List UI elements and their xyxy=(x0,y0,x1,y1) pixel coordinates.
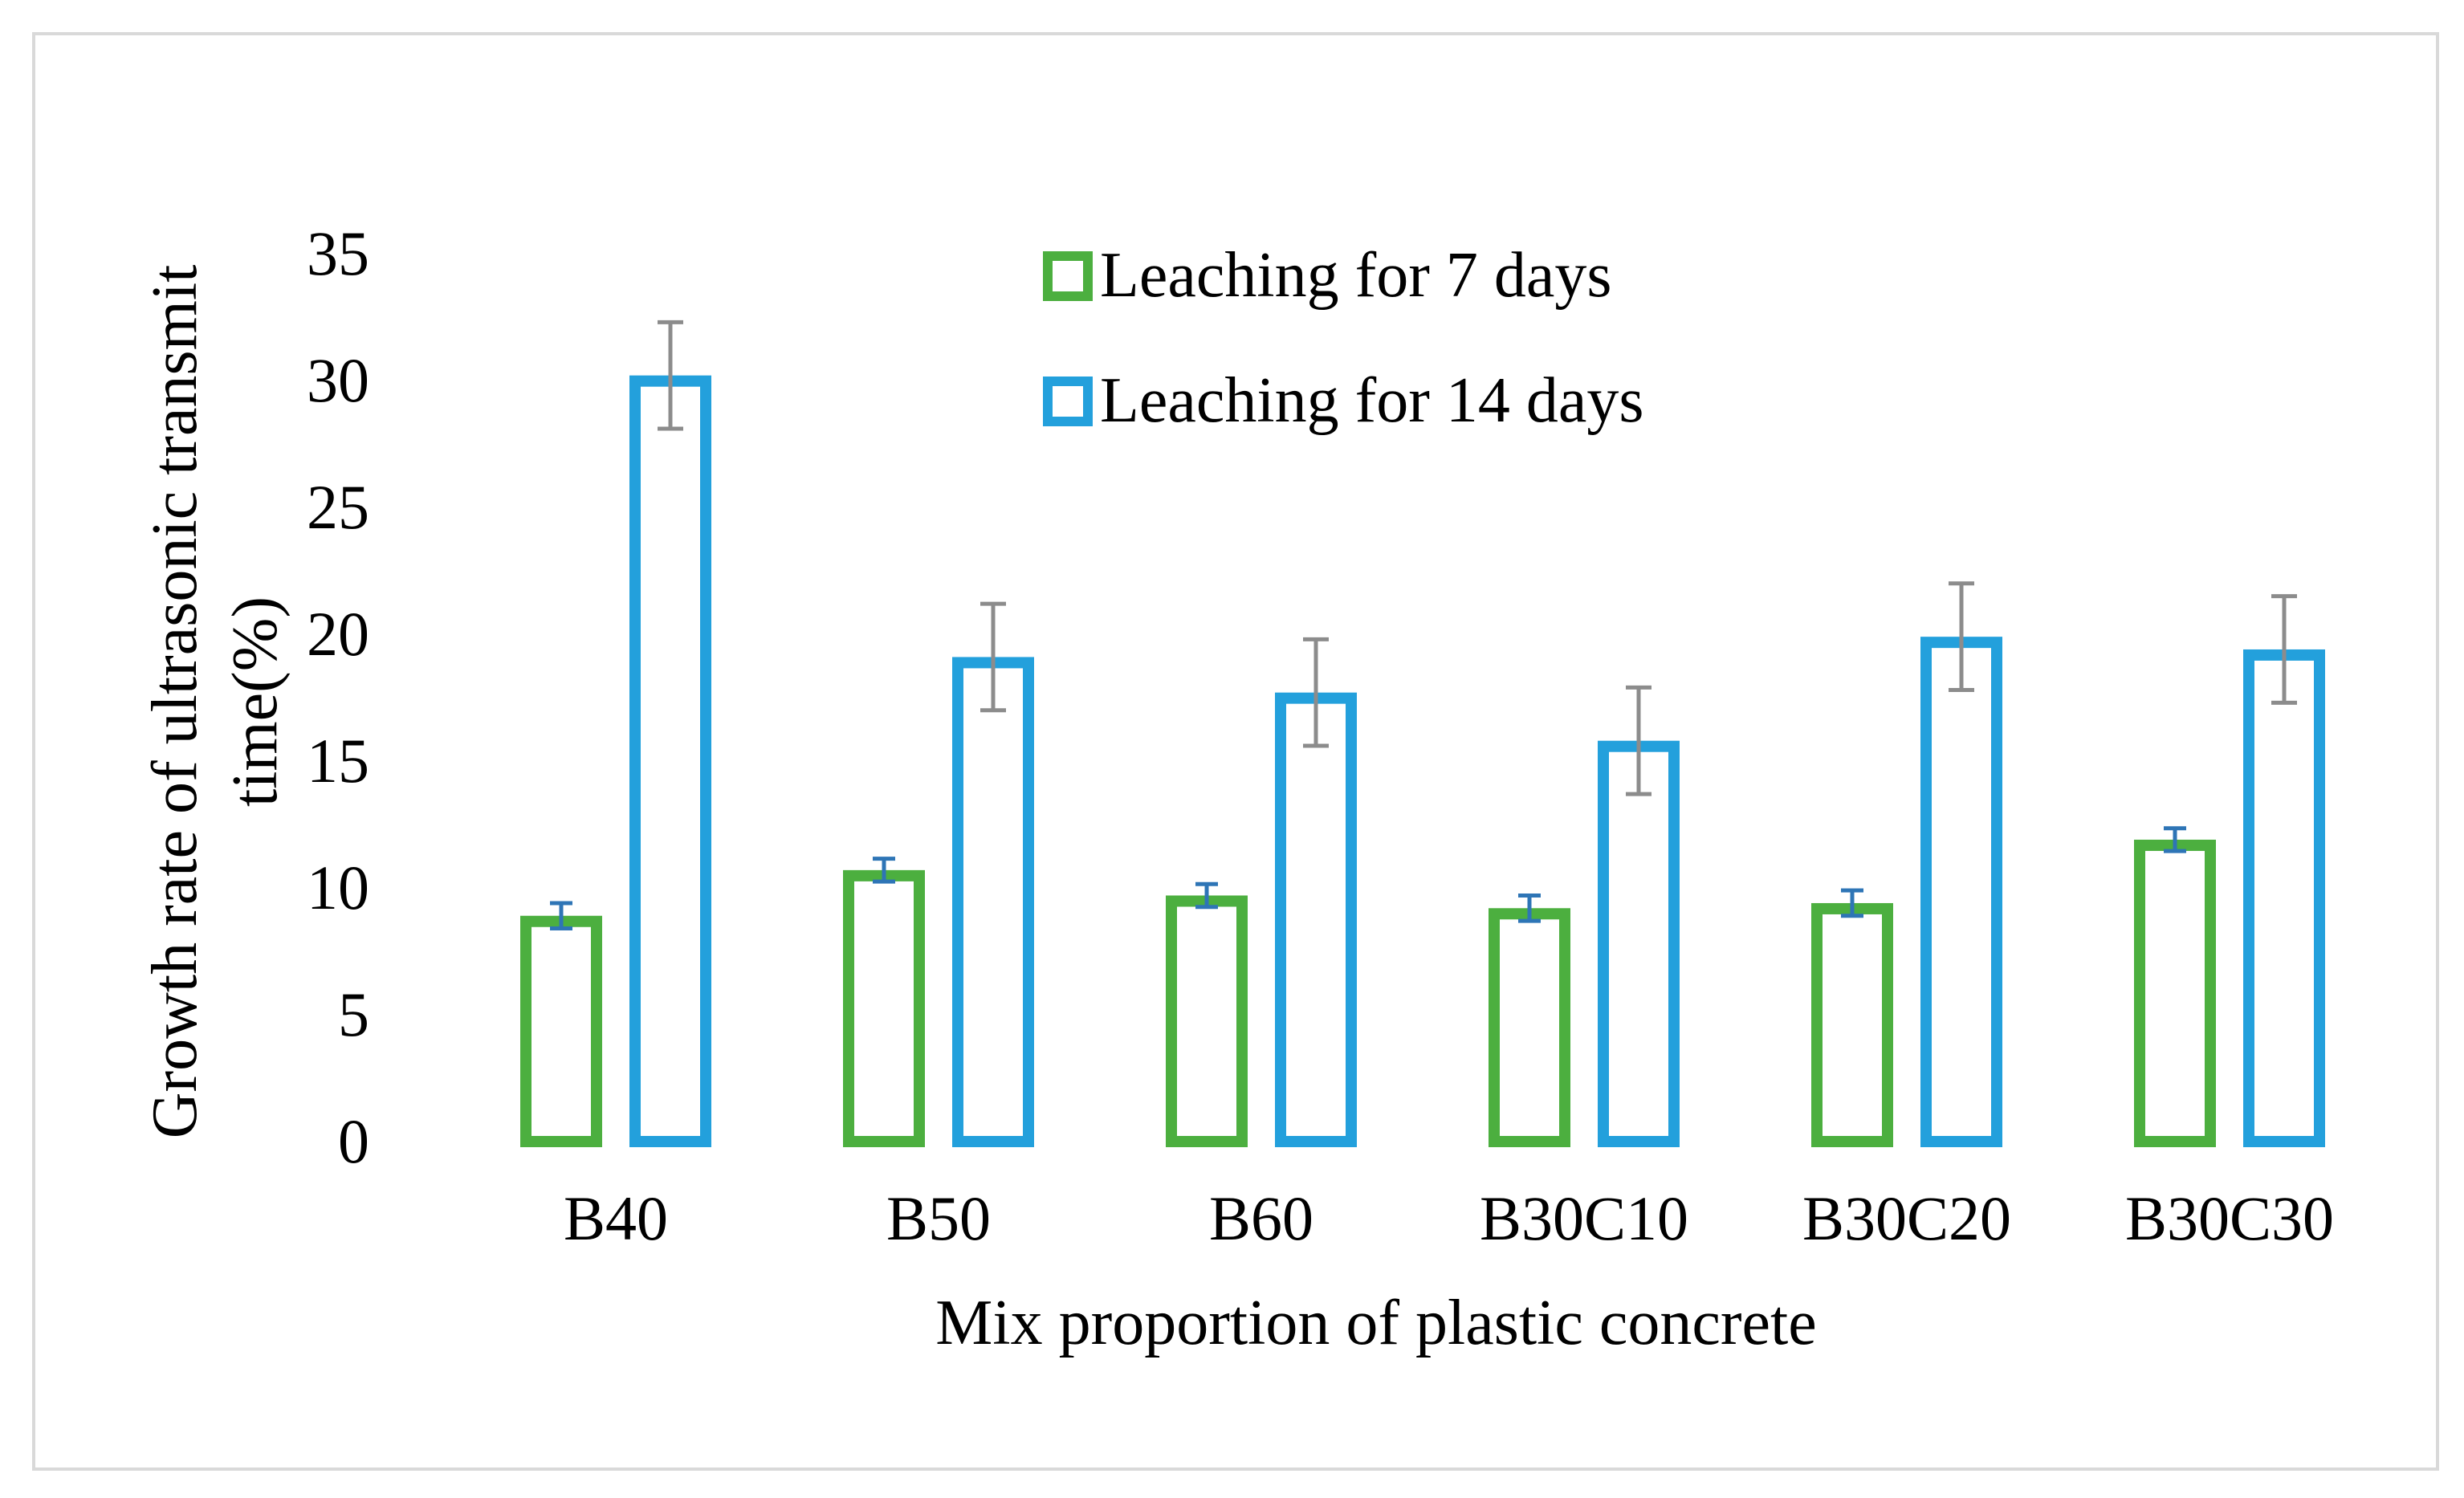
bar-7-days-b40 xyxy=(520,915,602,1147)
y-tick-label: 25 xyxy=(307,472,369,542)
y-tick-label: 10 xyxy=(307,853,369,922)
error-bars-group xyxy=(550,320,2297,931)
y-tick-label: 30 xyxy=(307,345,369,415)
y-tick-label: 5 xyxy=(338,979,369,1049)
bar-7-days-b60 xyxy=(1166,895,1248,1147)
x-category-label-b60: B60 xyxy=(1209,1183,1313,1253)
x-category-label-b30c30: B30C30 xyxy=(2125,1183,2334,1253)
bar-7-days-b30c10 xyxy=(1489,908,1570,1148)
category-labels: B40 B50 B60 B30C10 B30C20 B30C30 xyxy=(564,1183,2334,1253)
bars-group xyxy=(520,375,2325,1148)
legend-label-7-days: Leaching for 7 days xyxy=(1100,240,1612,311)
bar-7-days-b30c20 xyxy=(1811,902,1893,1147)
bar-14-days-b30c20 xyxy=(1920,637,2002,1147)
x-category-label-b50: B50 xyxy=(886,1183,991,1253)
legend-swatch-7-days xyxy=(1043,251,1093,301)
y-tick-label: 35 xyxy=(307,218,369,288)
legend: Leaching for 7 days Leaching for 14 days xyxy=(1043,240,1644,436)
y-tick-label: 0 xyxy=(338,1106,369,1176)
bar-14-days-b40 xyxy=(629,375,711,1147)
bar-14-days-b30c10 xyxy=(1598,740,1680,1147)
bar-14-days-b50 xyxy=(952,657,1034,1147)
chart-frame: Growth rate of ultrasonic transmit time(… xyxy=(32,32,2439,1471)
x-category-label-b30c10: B30C10 xyxy=(1480,1183,1688,1253)
bar-chart: Growth rate of ultrasonic transmit time(… xyxy=(140,218,2334,1358)
legend-swatch-14-days xyxy=(1043,377,1093,426)
y-axis-title-line-2: time(%) xyxy=(220,596,291,807)
bar-7-days-b50 xyxy=(843,869,925,1147)
bar-14-days-b30c30 xyxy=(2243,649,2325,1147)
y-tick-label: 20 xyxy=(307,599,369,669)
y-axis-ticks: 0 5 10 15 20 25 30 35 xyxy=(307,218,369,1176)
y-axis-title-line-1: Growth rate of ultrasonic transmit xyxy=(140,265,210,1139)
y-tick-label: 15 xyxy=(307,726,369,796)
bar-7-days-b30c30 xyxy=(2134,839,2216,1148)
x-category-label-b30c20: B30C20 xyxy=(1802,1183,2011,1253)
bar-14-days-b60 xyxy=(1275,692,1357,1147)
legend-label-14-days: Leaching for 14 days xyxy=(1100,365,1644,436)
x-axis-title: Mix proportion of plastic concrete xyxy=(935,1288,1816,1358)
x-category-label-b40: B40 xyxy=(564,1183,668,1253)
y-axis-title: Growth rate of ultrasonic transmit time(… xyxy=(140,265,291,1139)
